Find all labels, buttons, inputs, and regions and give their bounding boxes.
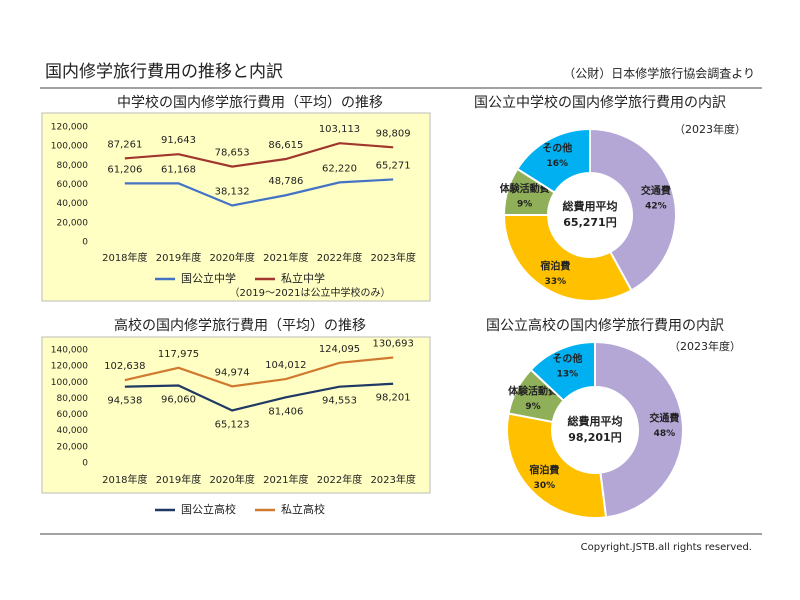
data-label: 78,653	[215, 148, 250, 159]
data-label: 65,123	[215, 419, 250, 430]
chart-note: （2019～2021は公立中学校のみ）	[230, 286, 391, 299]
x-tick-label: 2022年度	[317, 251, 362, 264]
series-line	[124, 356, 394, 388]
center-label: 総費用平均	[563, 199, 618, 213]
data-label: 102,638	[104, 361, 145, 372]
y-tick-label: 40,000	[57, 426, 89, 436]
segment-value: 30%	[534, 481, 556, 491]
x-tick-label: 2018年度	[102, 251, 147, 264]
x-tick-label: 2020年度	[209, 251, 254, 264]
data-label: 96,060	[161, 394, 196, 405]
data-label: 61,168	[161, 164, 196, 175]
source-note: （公財）日本修学旅行協会調査より	[563, 66, 755, 81]
copyright: Copyright.JSTB.all rights reserved.	[581, 542, 752, 553]
segment-label: 宿泊費	[529, 464, 559, 477]
series-line	[124, 142, 394, 168]
chart-title: 中学校の国内修学旅行費用（平均）の推移	[117, 94, 383, 111]
y-tick-label: 140,000	[51, 346, 88, 356]
data-label: 38,132	[215, 186, 250, 197]
legend-label: 国公立中学	[181, 271, 236, 285]
center-label: 65,271円	[563, 216, 616, 229]
x-tick-label: 2023年度	[370, 473, 415, 486]
y-tick-label: 20,000	[57, 218, 89, 228]
data-label: 61,206	[107, 164, 142, 175]
y-tick-label: 100,000	[51, 142, 88, 152]
chart-subtitle: （2023年度）	[669, 339, 741, 353]
segment-label: 宿泊費	[540, 260, 570, 273]
segment-label: 体験活動費	[500, 182, 550, 195]
y-tick-label: 120,000	[51, 123, 88, 133]
segment-label: 体験活動費	[508, 384, 558, 397]
plot-background	[41, 112, 431, 302]
donut-segment	[502, 214, 633, 302]
segment-value: 9%	[525, 402, 540, 412]
x-tick-label: 2021年度	[263, 251, 308, 264]
data-label: 91,643	[161, 135, 196, 146]
x-tick-label: 2022年度	[317, 473, 362, 486]
x-tick-label: 2020年度	[209, 473, 254, 486]
series-line	[124, 178, 394, 207]
x-tick-label: 2023年度	[370, 251, 415, 264]
chart-subtitle: （2023年度）	[674, 122, 746, 136]
data-label: 81,406	[268, 406, 303, 417]
data-label: 87,261	[107, 139, 142, 150]
donut-segment	[506, 412, 608, 519]
data-label: 86,615	[268, 140, 303, 151]
x-tick-label: 2021年度	[263, 473, 308, 486]
segment-label: 交通費	[649, 412, 679, 425]
y-tick-label: 120,000	[51, 362, 88, 372]
page-title: 国内修学旅行費用の推移と内訳	[45, 62, 283, 82]
segment-value: 42%	[645, 202, 667, 212]
y-tick-label: 80,000	[57, 394, 89, 404]
donut-segment	[589, 127, 677, 292]
x-tick-label: 2019年度	[156, 251, 201, 264]
segment-label: その他	[542, 141, 572, 154]
segment-label: その他	[552, 352, 582, 365]
data-label: 94,974	[215, 367, 250, 378]
data-label: 124,095	[319, 344, 360, 355]
chart-title: 国公立高校の国内修学旅行費用の内訳	[486, 317, 724, 334]
data-label: 98,201	[376, 393, 411, 404]
segment-value: 33%	[545, 277, 567, 287]
data-label: 65,271	[376, 160, 411, 171]
segment-value: 9%	[517, 200, 532, 210]
y-tick-label: 40,000	[57, 199, 89, 209]
donut-segment	[594, 340, 684, 519]
legend-label: 私立高校	[281, 502, 325, 516]
y-tick-label: 20,000	[57, 442, 89, 452]
x-tick-label: 2019年度	[156, 473, 201, 486]
y-tick-label: 100,000	[51, 378, 88, 388]
segment-label: 交通費	[641, 184, 671, 197]
x-tick-label: 2018年度	[102, 473, 147, 486]
donut-segment	[516, 127, 591, 194]
y-tick-label: 80,000	[57, 161, 89, 171]
chart-title: 高校の国内修学旅行費用（平均）の推移	[114, 317, 366, 334]
segment-value: 48%	[654, 429, 676, 439]
y-tick-label: 60,000	[57, 180, 89, 190]
center-label: 98,201円	[568, 431, 621, 444]
segment-value: 13%	[557, 370, 579, 380]
series-line	[124, 382, 394, 412]
data-label: 94,553	[322, 396, 357, 407]
data-label: 117,975	[158, 349, 199, 360]
data-label: 62,220	[322, 163, 357, 174]
data-label: 130,693	[372, 339, 413, 350]
legend-label: 私立中学	[281, 271, 325, 285]
segment-value: 16%	[546, 159, 568, 169]
y-tick-label: 0	[82, 459, 88, 469]
y-tick-label: 60,000	[57, 410, 89, 420]
data-label: 94,538	[107, 396, 142, 407]
data-label: 103,113	[319, 124, 360, 135]
plot-background	[41, 336, 431, 494]
chart-title: 国公立中学校の国内修学旅行費用の内訳	[474, 94, 726, 111]
data-label: 98,809	[376, 128, 411, 139]
legend-label: 国公立高校	[181, 502, 236, 516]
y-tick-label: 0	[82, 238, 88, 248]
center-label: 総費用平均	[568, 414, 623, 428]
data-label: 104,012	[265, 360, 306, 371]
data-label: 48,786	[268, 176, 303, 187]
donut-segment	[529, 340, 596, 402]
